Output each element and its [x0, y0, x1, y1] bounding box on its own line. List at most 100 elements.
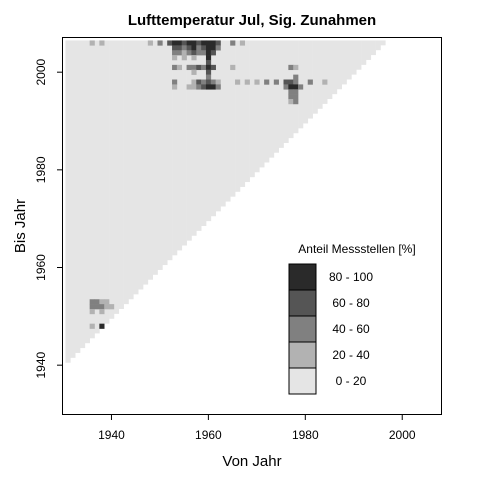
heatmap-cell [288, 84, 294, 90]
heatmap-cell [215, 84, 221, 90]
heatmap-column [138, 40, 144, 290]
y-tick-label: 2000 [34, 59, 48, 86]
heatmap-column [375, 40, 381, 51]
heatmap-column [181, 40, 187, 246]
plot-area [65, 40, 386, 363]
heatmap-cell [181, 55, 187, 61]
heatmap-column [259, 40, 265, 168]
heatmap-column [307, 40, 313, 119]
legend: Anteil Messstellen [%] 80 - 100 60 - 80 40… [288, 242, 416, 395]
heatmap-column [152, 40, 158, 275]
heatmap-cell [293, 99, 299, 105]
heatmap-cell [109, 304, 115, 310]
heatmap-column [370, 40, 376, 56]
heatmap-cell [172, 84, 178, 90]
heatmap-cell [147, 40, 153, 46]
heatmap-column [205, 40, 212, 222]
heatmap-cell [288, 94, 294, 100]
heatmap-column [84, 40, 91, 344]
heatmap-cell [172, 79, 178, 85]
heatmap-cell [215, 40, 221, 46]
heatmap-cell [201, 50, 207, 56]
heatmap-column [317, 40, 323, 109]
heatmap-cell [191, 64, 197, 71]
heatmap-column [249, 40, 255, 178]
x-tick-label: 1980 [292, 428, 319, 442]
heatmap-column [113, 40, 120, 314]
heatmap-cell [288, 99, 294, 105]
legend-label: 40 - 60 [332, 322, 370, 336]
heatmap-column [239, 40, 246, 187]
heatmap-column [346, 40, 352, 80]
heatmap-column [230, 40, 236, 197]
y-axis: 1940 1960 1980 2000 [34, 59, 63, 379]
heatmap-column [75, 40, 81, 353]
heatmap-column [210, 40, 217, 217]
heatmap-column [312, 40, 318, 114]
heatmap-cell [215, 45, 221, 51]
heatmap-cell [181, 50, 187, 56]
heatmap-column [302, 40, 309, 124]
heatmap-cell [176, 64, 183, 71]
heatmap-cell [176, 40, 183, 46]
heatmap-cell [176, 45, 183, 51]
heatmap-cell [230, 64, 236, 71]
heatmap-cell [264, 79, 270, 85]
heatmap-column [220, 40, 226, 207]
heatmap-cell [186, 84, 192, 90]
y-axis-title: Bis Jahr [12, 199, 29, 253]
heatmap-cell [322, 79, 328, 85]
heatmap-column [201, 40, 207, 226]
heatmap-cell [99, 323, 105, 329]
heatmap-column [167, 40, 173, 261]
heatmap-cell [89, 304, 95, 310]
heatmap-cell [201, 84, 207, 90]
heatmap-cell [205, 55, 212, 61]
heatmap-cell [191, 40, 197, 46]
heatmap-cell [191, 79, 197, 85]
heatmap-column [133, 40, 139, 295]
heatmap-column [94, 40, 100, 334]
heatmap-cell [293, 64, 299, 71]
heatmap-cell [205, 74, 212, 80]
heatmap-column [99, 40, 105, 329]
heatmap-cell [205, 64, 212, 71]
x-tick-label: 2000 [389, 428, 416, 442]
heatmap-column [186, 40, 192, 241]
heatmap-cell [181, 40, 187, 46]
heatmap-column [142, 40, 149, 285]
legend-swatch [288, 263, 317, 291]
heatmap-column [191, 40, 197, 236]
heatmap-cell [293, 79, 299, 85]
heatmap-column [331, 40, 338, 95]
heatmap-cell [196, 64, 202, 71]
heatmap-cell [298, 84, 304, 90]
heatmap-column [225, 40, 231, 202]
heatmap-cell [205, 40, 212, 46]
heatmap-cell [157, 40, 163, 46]
legend-swatch [288, 367, 317, 395]
heatmap-cell [99, 40, 105, 46]
heatmap-cell [205, 79, 212, 85]
heatmap-cell [210, 50, 216, 56]
heatmap-cell [176, 50, 183, 56]
heatmap-cell [191, 69, 197, 75]
heatmap-cell [186, 64, 192, 71]
heatmap-cell [205, 50, 212, 56]
heatmap-cell [201, 40, 207, 46]
heatmap-cell [307, 79, 313, 85]
heatmap-cell [172, 50, 178, 56]
heatmap-cell [201, 64, 207, 71]
heatmap-column [65, 40, 71, 363]
legend-swatch [288, 289, 317, 317]
heatmap-column [109, 40, 115, 319]
heatmap-column [118, 40, 124, 310]
plot-frame [62, 37, 442, 415]
heatmap-cell [288, 89, 294, 95]
heatmap-cell [293, 94, 299, 100]
heatmap-cell [196, 50, 202, 56]
heatmap-column [336, 40, 343, 90]
heatmap-cell [205, 84, 212, 90]
heatmap-column [341, 40, 347, 85]
